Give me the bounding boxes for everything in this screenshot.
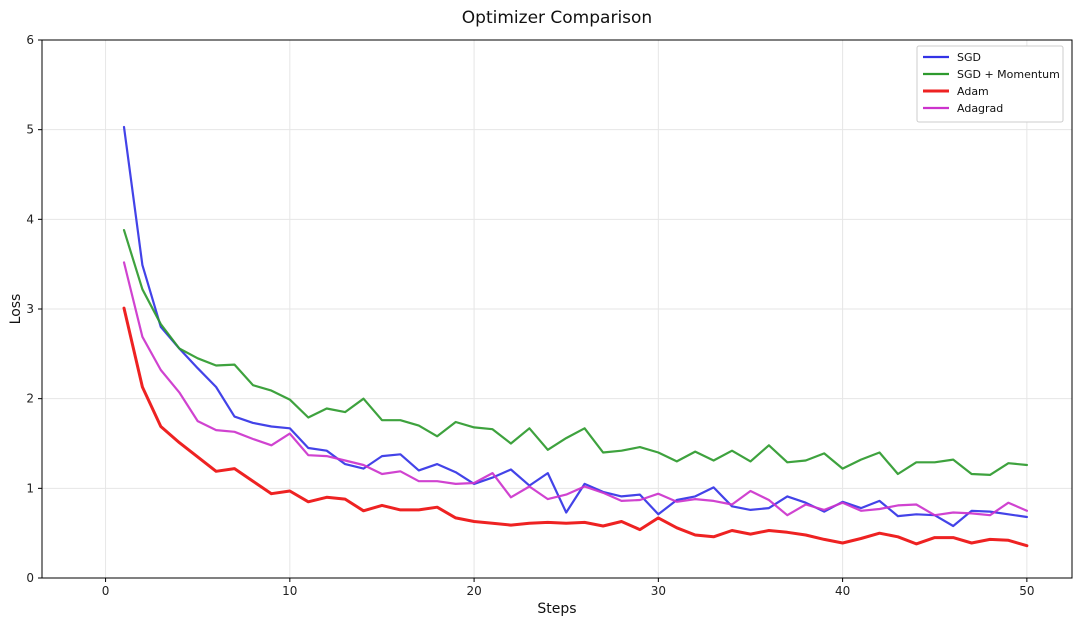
x-tick-label: 40 [835, 584, 850, 598]
y-tick-label: 3 [26, 302, 34, 316]
y-tick-label: 1 [26, 481, 34, 495]
legend: SGD SGD + Momentum Adam Adagrad [916, 45, 1064, 123]
series-line-adam [122, 306, 1029, 548]
legend-box [916, 45, 1064, 123]
x-tick-label: 10 [282, 584, 297, 598]
y-tick-label: 6 [26, 33, 34, 47]
x-tick-label: 50 [1019, 584, 1034, 598]
x-tick-label: 0 [102, 584, 110, 598]
series-line-sgd-momentum [122, 229, 1029, 476]
series-line-sgd [122, 125, 1029, 528]
axis-ticks: 0 10 20 30 40 50 0 1 2 3 4 5 6 [26, 33, 1034, 598]
legend-label: SGD + Momentum [957, 68, 1060, 81]
y-tick-label: 5 [26, 123, 34, 137]
x-tick-label: 20 [466, 584, 481, 598]
x-tick-label: 30 [651, 584, 666, 598]
series-group [122, 125, 1029, 548]
chart-title: Optimizer Comparison [462, 8, 652, 28]
y-tick-label: 2 [26, 392, 34, 406]
legend-label: Adam [957, 85, 989, 98]
y-tick-label: 4 [26, 212, 34, 226]
x-axis-label: Steps [537, 601, 576, 617]
series-line-adagrad [122, 261, 1029, 517]
y-tick-label: 0 [26, 571, 34, 585]
y-axis-label: Loss [8, 294, 24, 325]
legend-label: SGD [957, 51, 981, 64]
legend-label: Adagrad [957, 102, 1003, 115]
